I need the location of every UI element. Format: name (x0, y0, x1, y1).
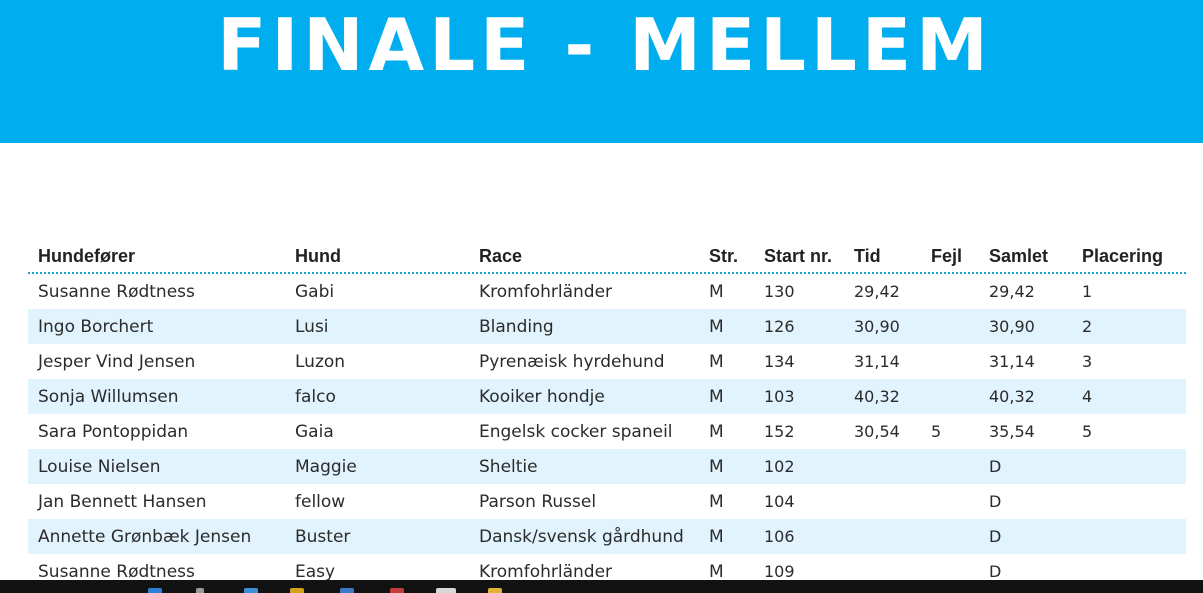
table-row: Sonja Willumsen falco Kooiker hondje M 1… (28, 379, 1186, 414)
cell-breed: Kromfohrländer (479, 281, 613, 302)
cell-total: 35,54 (989, 422, 1035, 441)
cell-handler: Ingo Borchert (38, 316, 154, 337)
cell-placement: 3 (1082, 352, 1093, 371)
table-row: Ingo Borchert Lusi Blanding M 126 30,90 … (28, 309, 1186, 344)
app-icon[interactable] (340, 588, 354, 593)
cell-dog: Maggie (295, 456, 357, 477)
cell-breed: Kromfohrländer (479, 561, 613, 582)
cell-total: D (989, 527, 1002, 546)
results-table: Hundefører Hund Race Str. Start nr. Tid … (28, 240, 1186, 589)
cell-breed: Parson Russel (479, 491, 597, 512)
cell-start-no: 134 (764, 352, 795, 371)
cell-time: 30,54 (854, 422, 900, 441)
cell-breed: Engelsk cocker spaneil (479, 421, 673, 442)
cell-handler: Susanne Rødtness (38, 281, 195, 302)
cell-size: M (709, 561, 724, 582)
cell-start-no: 152 (764, 422, 795, 441)
cell-start-no: 109 (764, 562, 795, 581)
cell-dog: Buster (295, 526, 351, 547)
table-row: Susanne Rødtness Easy Kromfohrländer M 1… (28, 554, 1186, 589)
table-row: Jesper Vind Jensen Luzon Pyrenæisk hyrde… (28, 344, 1186, 379)
cell-handler: Louise Nielsen (38, 456, 161, 477)
header-dog: Hund (295, 245, 341, 266)
cell-dog: Luzon (295, 351, 346, 372)
cell-placement: 4 (1082, 387, 1093, 406)
cell-total: 40,32 (989, 387, 1035, 406)
cell-start-no: 106 (764, 527, 795, 546)
table-row: Sara Pontoppidan Gaia Engelsk cocker spa… (28, 414, 1186, 449)
cell-breed: Dansk/svensk gårdhund (479, 526, 684, 547)
cell-time: 29,42 (854, 282, 900, 301)
table-header: Hundefører Hund Race Str. Start nr. Tid … (28, 240, 1186, 274)
browser-icon[interactable] (244, 588, 258, 593)
title-banner: FINALE - MELLEM (0, 0, 1203, 143)
cell-dog: Easy (295, 561, 336, 582)
cell-handler: Sara Pontoppidan (38, 421, 189, 442)
cell-handler: Jesper Vind Jensen (38, 351, 196, 372)
app-icon-2[interactable] (390, 588, 404, 593)
cell-placement: 2 (1082, 317, 1093, 336)
cell-breed: Kooiker hondje (479, 386, 605, 407)
cell-handler: Susanne Rødtness (38, 561, 195, 582)
header-start-no: Start nr. (764, 245, 833, 266)
cell-total: D (989, 492, 1002, 511)
cell-breed: Blanding (479, 316, 554, 337)
cell-size: M (709, 386, 724, 407)
cell-start-no: 103 (764, 387, 795, 406)
cell-faults: 5 (931, 422, 942, 441)
cell-handler: Jan Bennett Hansen (38, 491, 207, 512)
header-placement: Placering (1082, 245, 1164, 266)
cell-start-no: 104 (764, 492, 795, 511)
table-row: Susanne Rødtness Gabi Kromfohrländer M 1… (28, 274, 1186, 309)
folder-icon[interactable] (290, 588, 304, 593)
cell-total: D (989, 457, 1002, 476)
cell-placement: 5 (1082, 422, 1093, 441)
page-title: FINALE - MELLEM (217, 3, 993, 87)
table-row: Annette Grønbæk Jensen Buster Dansk/sven… (28, 519, 1186, 554)
header-handler: Hundefører (38, 245, 136, 266)
cell-placement: 1 (1082, 282, 1093, 301)
cell-dog: Gabi (295, 281, 335, 302)
cell-total: D (989, 562, 1002, 581)
cell-total: 31,14 (989, 352, 1035, 371)
cell-size: M (709, 351, 724, 372)
cell-time: 31,14 (854, 352, 900, 371)
cell-dog: fellow (295, 491, 346, 512)
cell-size: M (709, 281, 724, 302)
header-time: Tid (854, 245, 881, 266)
header-size: Str. (709, 245, 739, 266)
cell-time: 30,90 (854, 317, 900, 336)
cell-dog: Lusi (295, 316, 329, 337)
cell-size: M (709, 316, 724, 337)
table-row: Louise Nielsen Maggie Sheltie M 102 D (28, 449, 1186, 484)
cell-handler: Annette Grønbæk Jensen (38, 526, 252, 547)
start-icon[interactable] (148, 588, 162, 593)
taskbar (0, 580, 1203, 593)
header-total: Samlet (989, 245, 1049, 266)
cell-dog: Gaia (295, 421, 334, 442)
cell-total: 29,42 (989, 282, 1035, 301)
table-row: Jan Bennett Hansen fellow Parson Russel … (28, 484, 1186, 519)
cell-start-no: 102 (764, 457, 795, 476)
window-icon[interactable] (436, 588, 456, 593)
header-breed: Race (479, 245, 523, 266)
header-faults: Fejl (931, 245, 963, 266)
explorer-icon[interactable] (488, 588, 502, 593)
cell-breed: Pyrenæisk hyrdehund (479, 351, 665, 372)
cell-size: M (709, 421, 724, 442)
cell-dog: falco (295, 386, 336, 407)
cell-start-no: 126 (764, 317, 795, 336)
cell-size: M (709, 456, 724, 477)
cell-handler: Sonja Willumsen (38, 386, 179, 407)
cell-size: M (709, 491, 724, 512)
cell-time: 40,32 (854, 387, 900, 406)
cell-breed: Sheltie (479, 456, 538, 477)
search-icon[interactable] (196, 588, 204, 593)
cell-total: 30,90 (989, 317, 1035, 336)
cell-size: M (709, 526, 724, 547)
cell-start-no: 130 (764, 282, 795, 301)
